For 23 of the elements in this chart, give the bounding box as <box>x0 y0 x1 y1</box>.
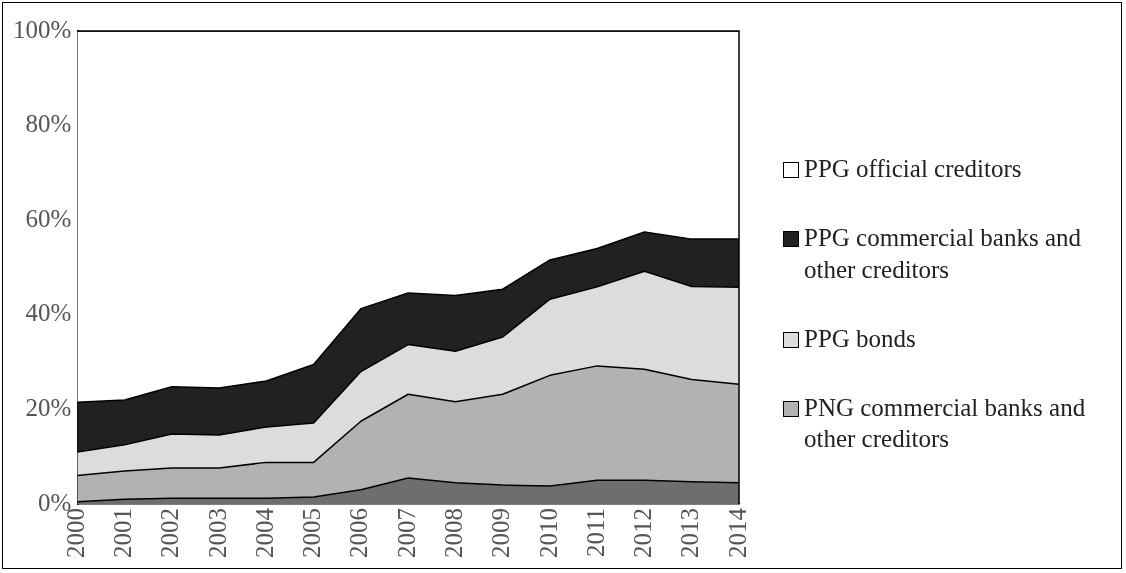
y-tick-label: 100% <box>13 15 72 43</box>
y-tick-label: 60% <box>25 204 72 232</box>
x-tick-label: 2001 <box>109 508 137 558</box>
x-tick-label: 2006 <box>345 508 373 558</box>
legend-label: PPG commercial banks and other creditors <box>804 223 1083 285</box>
x-tick-label: 2004 <box>250 507 278 558</box>
x-tick-label: 2003 <box>203 508 231 558</box>
legend-label: PPG bonds <box>804 323 916 354</box>
y-tick-label: 80% <box>25 110 72 138</box>
x-tick-label: 2014 <box>723 507 751 558</box>
x-tick-label: 2011 <box>581 508 609 558</box>
legend-label: PNG commercial banks and other creditors <box>804 393 1087 455</box>
x-tick-label: 2005 <box>298 508 326 558</box>
y-tick-label: 40% <box>25 299 72 327</box>
legend-label: PPG official creditors <box>804 154 1022 184</box>
x-tick-label: 2010 <box>534 508 562 558</box>
x-tick-label: 2002 <box>156 508 184 558</box>
x-tick-label: 2007 <box>392 508 420 558</box>
x-tick-label: 2009 <box>487 508 515 558</box>
x-tick-label: 2013 <box>676 508 704 558</box>
x-tick-label: 2012 <box>629 508 657 558</box>
x-tick-label: 2008 <box>439 508 467 558</box>
y-tick-label: 20% <box>25 393 72 421</box>
